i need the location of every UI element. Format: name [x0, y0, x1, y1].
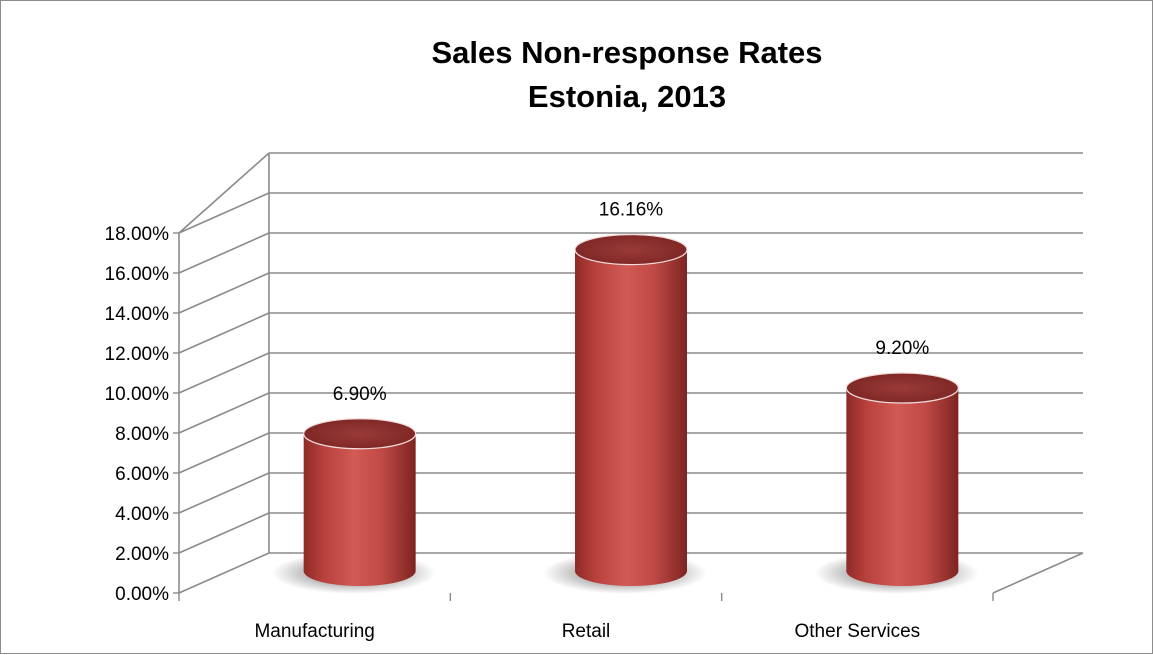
bar-body: [846, 388, 959, 586]
bar-cylinder: [814, 372, 979, 594]
side-gridline: [178, 352, 270, 394]
bar-cylinder: [543, 233, 707, 594]
y-tick-label: 12.00%: [105, 344, 170, 365]
y-tick-label: 18.00%: [105, 224, 170, 245]
side-gridline: [178, 432, 270, 474]
y-tick-label: 8.00%: [115, 424, 169, 445]
bar-top: [845, 372, 959, 404]
data-labels-layer: 6.90% 16.16% 9.20%: [333, 200, 930, 405]
side-gridline: [178, 192, 270, 234]
y-tick-label: 2.00%: [115, 544, 169, 565]
data-label: 16.16%: [599, 200, 664, 221]
side-gridline: [178, 272, 270, 314]
bar-body: [303, 433, 416, 587]
y-tick-label: 6.00%: [115, 464, 169, 485]
side-gridline: [178, 312, 270, 354]
data-label: 6.90%: [333, 384, 387, 405]
side-gridline: [178, 512, 270, 554]
bar-top: [303, 418, 417, 450]
x-axis-category-labels: Manufacturing Retail Other Services: [254, 621, 920, 642]
bar-cylinder: [271, 418, 436, 594]
category-label: Other Services: [795, 621, 921, 642]
y-tick-label: 4.00%: [115, 504, 169, 525]
data-label: 9.20%: [875, 338, 929, 359]
side-gridline: [178, 232, 270, 274]
side-wall-top-edge: [178, 152, 270, 234]
bar-top: [574, 233, 688, 266]
y-tick-label: 10.00%: [105, 384, 170, 405]
y-tick-label: 16.00%: [105, 264, 170, 285]
y-axis-tick-labels: 0.00% 2.00% 4.00% 6.00% 8.00% 10.00% 12.00% 14.…: [105, 224, 170, 605]
side-gridline: [178, 392, 270, 434]
chart-subtitle: Estonia, 2013: [528, 79, 726, 114]
side-gridline: [178, 472, 270, 514]
y-tick-label: 14.00%: [105, 304, 170, 325]
y-tick-label: 0.00%: [115, 584, 169, 605]
category-label: Retail: [562, 621, 611, 642]
bar-body: [575, 249, 687, 586]
category-label: Manufacturing: [254, 621, 374, 642]
bars-layer: [271, 233, 979, 594]
chart-title: Sales Non-response Rates: [431, 35, 822, 70]
